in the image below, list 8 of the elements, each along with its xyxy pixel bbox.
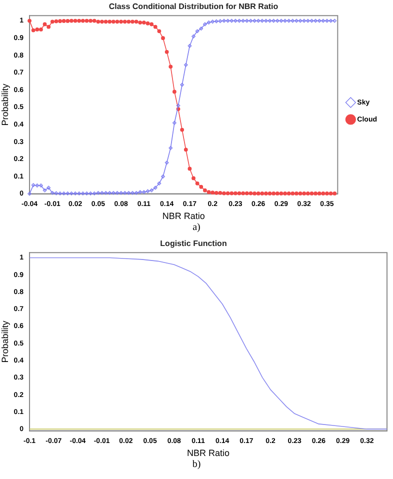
chart-title: Class Conditional Distribution for NBR Ratio	[108, 2, 278, 12]
y-axis-title: Probability	[0, 320, 10, 363]
x-axis-title: NBR Ratio	[162, 211, 205, 222]
text: a)	[192, 222, 202, 233]
y-axis-title: Probability	[0, 83, 10, 126]
chart-title: Logistic Function	[160, 239, 227, 248]
x-axis-title: NBR Ratio	[187, 448, 230, 458]
text: b)	[191, 459, 202, 470]
